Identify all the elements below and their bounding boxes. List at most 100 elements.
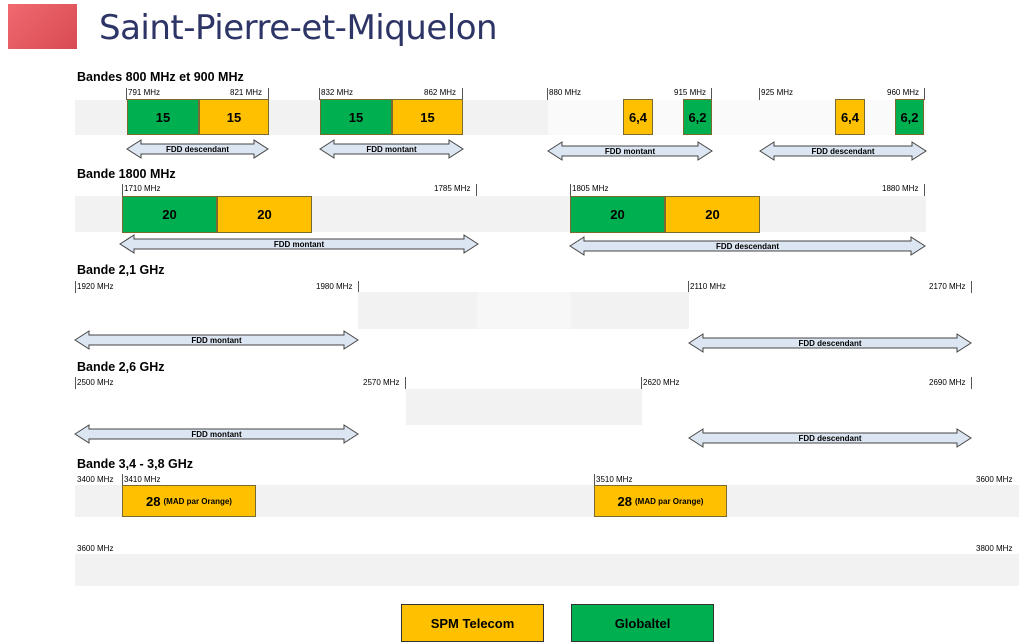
tick-2690 (971, 377, 972, 389)
arrow-label: FDD descendant (798, 338, 862, 348)
double-arrow-icon (569, 236, 926, 256)
freq-2570: 2570 MHz (363, 378, 400, 387)
double-arrow-icon (126, 139, 269, 159)
tick-2570 (405, 377, 406, 389)
block-spm-800-down: 15 (199, 99, 269, 135)
double-arrow-icon (759, 141, 927, 161)
tick-960 (924, 88, 925, 100)
double-arrow-icon (688, 428, 972, 448)
freq-821: 821 MHz (230, 88, 263, 97)
block-value: 28 (146, 493, 161, 509)
arrow-label: FDD montant (273, 239, 325, 249)
band-3500-title: Bande 3,4 - 3,8 GHz (77, 457, 194, 471)
legend-spm-telecom: SPM Telecom (401, 604, 544, 642)
double-arrow-icon (319, 139, 464, 159)
block-spm-3510: 28 (MAD par Orange) (594, 485, 727, 517)
arrow-label: FDD descendant (798, 433, 862, 443)
freq-2170: 2170 MHz (929, 282, 966, 291)
block-spm-800-up: 15 (392, 99, 463, 135)
block-spm-1800-down: 20 (665, 196, 760, 233)
tick-1805 (570, 184, 571, 196)
tick-2110 (688, 281, 689, 293)
band-1800-title: Bande 1800 MHz (77, 167, 176, 181)
band-2100-gap-3 (571, 292, 689, 329)
freq-2110: 2110 MHz (690, 282, 726, 291)
double-arrow-icon (547, 141, 713, 161)
block-spm-3410: 28 (MAD par Orange) (122, 485, 256, 517)
arrow-shape (569, 236, 926, 256)
arrow-shape (688, 428, 972, 448)
arrow-shape (688, 333, 972, 353)
band-900-track-up (548, 100, 760, 135)
freq-791: 791 MHz (128, 88, 161, 97)
band-2100-title: Bande 2,1 GHz (77, 263, 165, 277)
tick-862 (462, 88, 463, 100)
arrow-label: FDD montant (191, 335, 242, 345)
freq-1805: 1805 MHz (572, 184, 609, 193)
arrow-fdd-montant-800: FDD montant (319, 139, 464, 159)
freq-1880: 1880 MHz (882, 184, 919, 193)
block-globaltel-800-down: 15 (127, 99, 199, 135)
block-spm-900-up: 6,4 (623, 99, 653, 135)
freq-1785: 1785 MHz (434, 184, 471, 193)
double-arrow-icon (119, 234, 479, 254)
freq-3400: 3400 MHz (77, 475, 114, 484)
freq-915: 915 MHz (674, 88, 707, 97)
tick-880 (547, 88, 548, 100)
tick-1785 (476, 184, 477, 196)
band-2100-gap-2 (477, 292, 571, 329)
block-value: 28 (617, 493, 632, 509)
tick-2170 (971, 281, 972, 293)
tick-832 (319, 88, 320, 100)
freq-2500: 2500 MHz (77, 378, 114, 387)
band-800-900-title: Bandes 800 MHz et 900 MHz (77, 70, 244, 84)
arrow-shape (74, 424, 359, 444)
block-spm-900-down: 6,4 (835, 99, 865, 135)
tick-925 (759, 88, 760, 100)
freq-3800: 3800 MHz (976, 544, 1013, 553)
arrow-fdd-descendant-2100: FDD descendant (688, 333, 972, 353)
arrow-label: FDD montant (191, 429, 242, 439)
arrow-shape (74, 330, 359, 350)
logo-square (8, 4, 77, 49)
arrow-label: FDD montant (604, 146, 656, 156)
tick-791 (126, 88, 127, 100)
freq-3600b: 3600 MHz (77, 544, 114, 553)
freq-2620: 2620 MHz (643, 378, 680, 387)
double-arrow-icon (74, 424, 359, 444)
arrow-fdd-descendant-1800: FDD descendant (569, 236, 926, 256)
arrow-fdd-montant-900: FDD montant (547, 141, 713, 161)
double-arrow-icon (74, 330, 359, 350)
arrow-label: FDD montant (366, 144, 417, 154)
arrow-fdd-montant-2600: FDD montant (74, 424, 359, 444)
freq-3510: 3510 MHz (596, 475, 633, 484)
arrow-label: FDD descendant (811, 146, 875, 156)
arrow-label: FDD descendant (165, 144, 230, 154)
tick-2620 (641, 377, 642, 389)
arrow-shape (319, 139, 464, 159)
arrow-label: FDD descendant (715, 241, 780, 251)
block-globaltel-900-down: 6,2 (895, 99, 924, 135)
arrow-shape (119, 234, 479, 254)
double-arrow-icon (688, 333, 972, 353)
legend-globaltel: Globaltel (571, 604, 714, 642)
page-title: Saint-Pierre-et-Miquelon (99, 8, 498, 48)
tick-2500 (75, 377, 76, 389)
block-note: (MAD par Orange) (163, 496, 232, 506)
freq-1980: 1980 MHz (316, 282, 353, 291)
freq-832: 832 MHz (321, 88, 354, 97)
band-2600-title: Bande 2,6 GHz (77, 360, 165, 374)
tick-3510 (594, 474, 595, 486)
tick-1980 (358, 281, 359, 293)
arrow-fdd-descendant-2600: FDD descendant (688, 428, 972, 448)
block-note: (MAD par Orange) (635, 496, 704, 506)
band-2100-gap-1 (358, 292, 477, 329)
tick-821 (268, 88, 269, 100)
arrow-shape (126, 139, 269, 159)
band-1800-gap (477, 196, 571, 232)
arrow-fdd-descendant-900: FDD descendant (759, 141, 927, 161)
freq-862: 862 MHz (424, 88, 457, 97)
tick-3410 (122, 474, 123, 486)
freq-2690: 2690 MHz (929, 378, 966, 387)
block-spm-1800-up: 20 (217, 196, 312, 233)
